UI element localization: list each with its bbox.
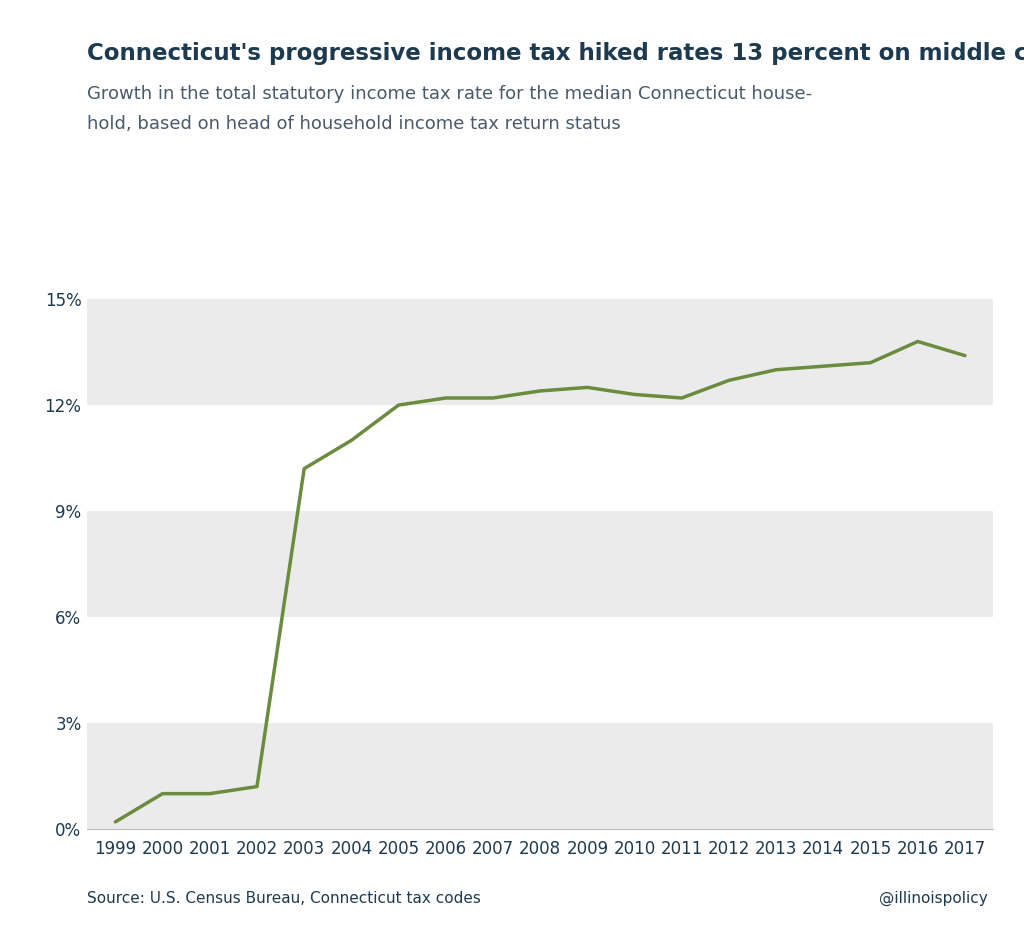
Text: Connecticut's progressive income tax hiked rates 13 percent on middle class: Connecticut's progressive income tax hik… xyxy=(87,42,1024,65)
Bar xyxy=(87,299,993,405)
Text: Growth in the total statutory income tax rate for the median Connecticut house-: Growth in the total statutory income tax… xyxy=(87,85,812,103)
Text: Source: U.S. Census Bureau, Connecticut tax codes: Source: U.S. Census Bureau, Connecticut … xyxy=(87,891,481,906)
Text: hold, based on head of household income tax return status: hold, based on head of household income … xyxy=(87,115,621,133)
Bar xyxy=(87,723,993,829)
Text: @illinoispolicy: @illinoispolicy xyxy=(880,891,988,906)
Bar xyxy=(87,511,993,617)
